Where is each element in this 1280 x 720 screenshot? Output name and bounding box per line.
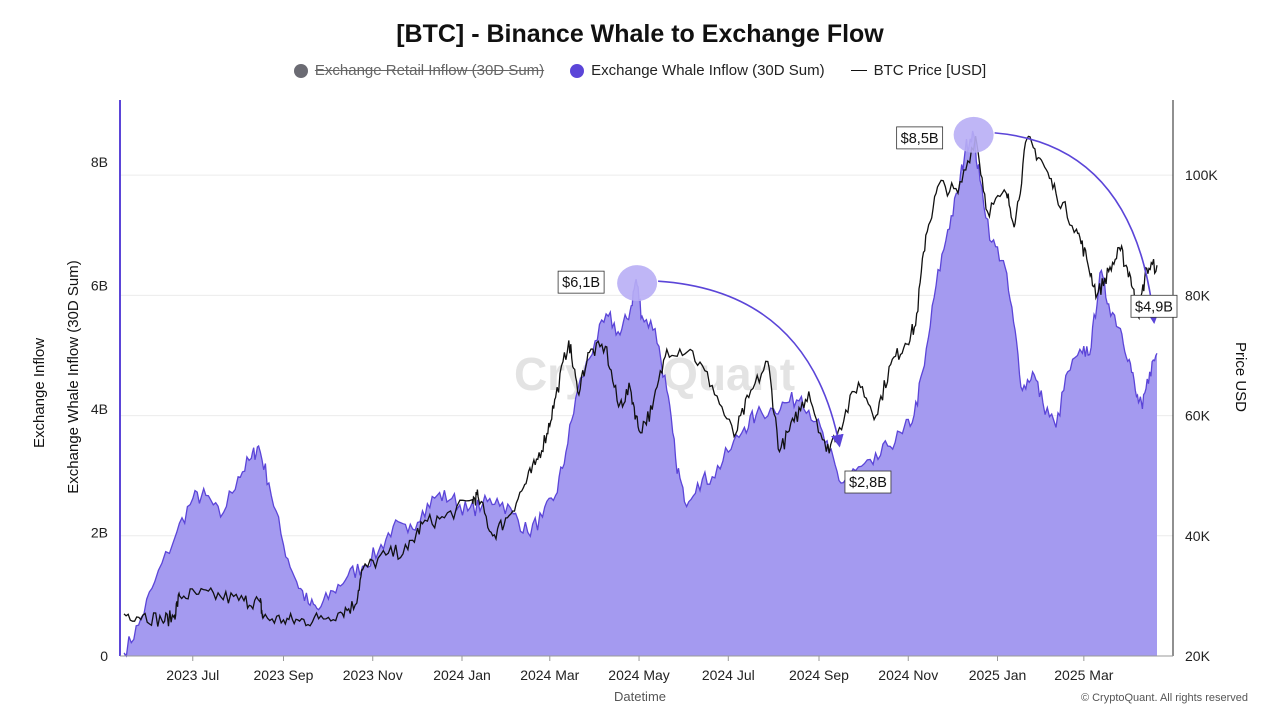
- legend-item-price[interactable]: BTC Price [USD]: [850, 62, 987, 79]
- y-left-tick-label: 2B: [91, 524, 108, 540]
- whale-inflow-area: [124, 130, 1157, 656]
- peak-highlight-circle: [617, 265, 658, 302]
- y-right-tick-label: 80K: [1185, 287, 1211, 303]
- btc-price-line: [123, 135, 1158, 627]
- legend-item-retail[interactable]: Exchange Retail Inflow (30D Sum): [293, 62, 545, 79]
- legend-whale-label: Exchange Whale Inflow (30D Sum): [591, 62, 825, 79]
- callout-box: [557, 270, 605, 294]
- callout-label: $4,9B: [1135, 299, 1173, 315]
- y-left-tick-label: 0: [100, 648, 108, 664]
- x-tick-label: 2023 Nov: [343, 667, 403, 683]
- legend-item-whale[interactable]: Exchange Whale Inflow (30D Sum): [570, 62, 825, 79]
- legend-retail-label: Exchange Retail Inflow (30D Sum): [314, 62, 545, 79]
- x-tick-label: 2025 Mar: [1054, 667, 1113, 683]
- whale-inflow-line: [123, 130, 1158, 658]
- legend-whale-dot-icon: [570, 63, 585, 78]
- y-left-tick-label: 8B: [91, 154, 108, 170]
- y-left-tick-label: 4B: [91, 401, 108, 417]
- y-right-tick-label: 40K: [1185, 528, 1211, 544]
- x-tick-label: 2024 Jul: [702, 667, 755, 683]
- y-axis-outer-title: Exchange Inflow: [31, 338, 48, 448]
- legend: Exchange Retail Inflow (30D Sum) Exchang…: [0, 62, 1280, 79]
- x-tick-label: 2025 Jan: [969, 667, 1027, 683]
- callout-label: $2,8B: [849, 475, 887, 491]
- y-right-tick-label: 100K: [1185, 167, 1218, 183]
- x-tick-label: 2024 Jan: [433, 667, 491, 683]
- legend-retail-dot-icon: [293, 63, 308, 78]
- y-left-axis-title: Exchange Whale Inflow (30D Sum): [65, 260, 82, 493]
- callout-label: $8,5B: [901, 131, 939, 147]
- y-left-tick-label: 6B: [91, 277, 108, 293]
- peak-highlight-circle: [953, 116, 994, 153]
- legend-price-line-icon: [850, 70, 867, 71]
- x-tick-label: 2024 Sep: [789, 667, 849, 683]
- callout-label: $6,1B: [562, 275, 600, 291]
- callout-box: [844, 470, 892, 494]
- trend-arrow: [994, 132, 1160, 324]
- x-tick-label: 2023 Sep: [254, 667, 314, 683]
- x-tick-label: 2024 May: [608, 667, 669, 683]
- legend-price-label: BTC Price [USD]: [873, 62, 987, 79]
- y-right-tick-label: 60K: [1185, 408, 1211, 424]
- x-axis-title: Datetime: [613, 689, 667, 704]
- callout-box: [1130, 294, 1178, 318]
- x-tick-label: 2023 Jul: [166, 667, 219, 683]
- copyright-footer: © CryptoQuant. All rights reserved: [1080, 692, 1248, 704]
- x-tick-label: 2024 Mar: [520, 667, 579, 683]
- y-right-axis-title: Price USD: [1232, 342, 1249, 412]
- callout-box: [896, 126, 944, 150]
- chart-title: [BTC] - Binance Whale to Exchange Flow: [396, 20, 884, 48]
- trend-arrow: [658, 280, 844, 448]
- y-right-tick-label: 20K: [1185, 648, 1211, 664]
- x-tick-label: 2024 Nov: [878, 667, 938, 683]
